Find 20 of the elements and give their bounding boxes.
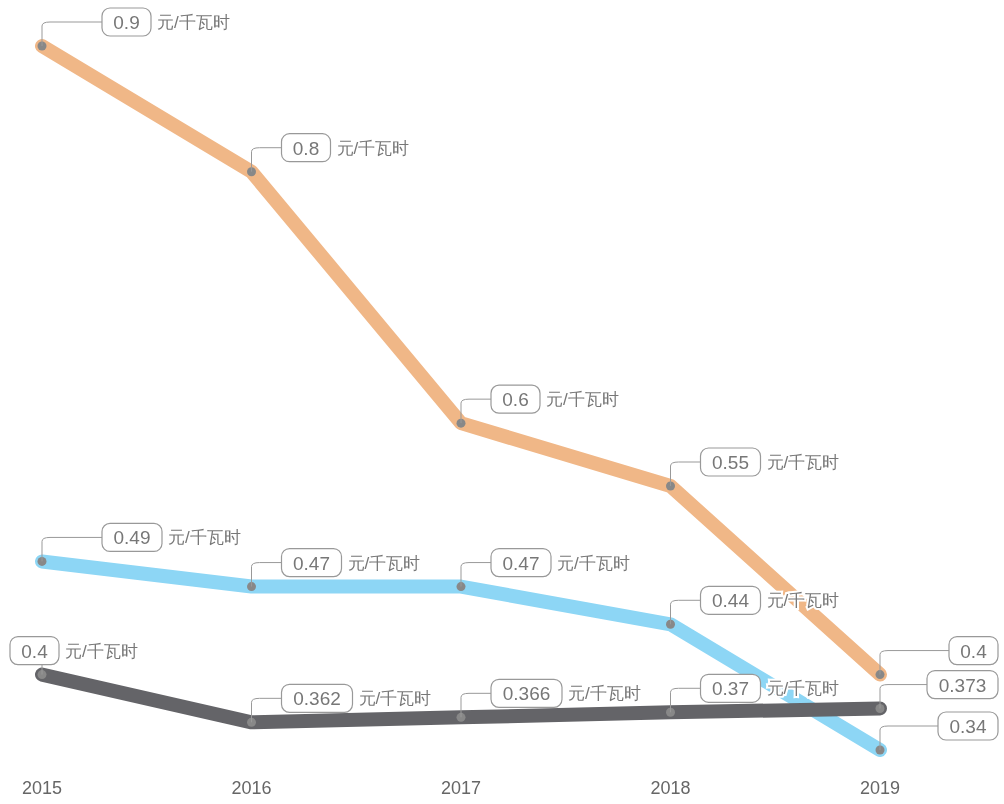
data-label: 0.47 元/千瓦时 [502, 552, 630, 574]
x-tick-label: 2015 [21, 778, 63, 798]
x-tick-label: 2019 [859, 778, 901, 798]
x-tick-label: 2017 [440, 778, 482, 798]
data-label: 0.34 [949, 716, 987, 737]
x-tick-label: 2018 [650, 778, 691, 798]
data-label: 0.6 元/千瓦时 [502, 389, 619, 411]
data-label: 0.4 [960, 640, 988, 662]
point [247, 717, 256, 727]
x-tick-label: 2016 [231, 778, 272, 798]
data-label: 0.9 元/千瓦时 [113, 12, 230, 33]
data-label: 0.373 [938, 674, 987, 696]
data-label: 0.55 元/千瓦时 [712, 452, 840, 473]
data-label: 0.4 元/千瓦时 [21, 640, 138, 662]
data-label: 0.47 元/千瓦时 [293, 552, 421, 574]
point [666, 707, 675, 717]
data-label: 0.49 元/千瓦时 [113, 527, 241, 549]
data-label: 0.362 元/千瓦时 [293, 688, 432, 710]
data-label: 0.8 元/千瓦时 [292, 137, 410, 159]
data-label: 0.366 元/千瓦时 [502, 683, 641, 705]
